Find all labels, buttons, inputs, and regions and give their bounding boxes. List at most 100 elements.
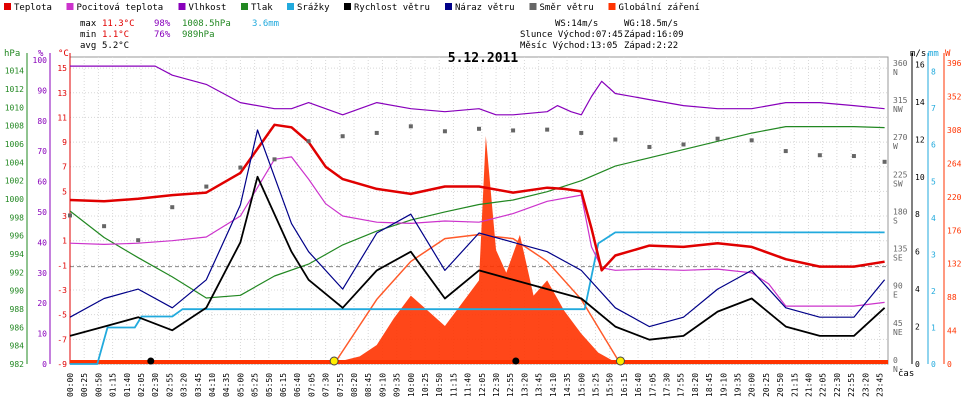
x-tick-label: 06:15 [279, 373, 288, 397]
w-tick-label: 44 [947, 327, 957, 336]
ms-tick-label: 10 [915, 173, 925, 182]
unit-hpa: hPa [4, 49, 20, 59]
hpa-tick-label: 990 [10, 287, 25, 296]
wind-direction-point [238, 165, 243, 170]
dir-tick-label: W [893, 142, 898, 151]
wind-direction-point [272, 157, 277, 162]
degc-tick-label: -1 [57, 261, 67, 270]
legend: Teplota Pocitová teplota Vlhkost Tlak Srážky… [4, 3, 700, 13]
x-tick-label: 15:00 [577, 373, 586, 397]
hpa-tick-label: 1006 [5, 140, 24, 149]
series-pocitova-teplota [69, 156, 885, 307]
hpa-tick-label: 988 [10, 305, 25, 314]
wind-direction-point [340, 134, 345, 139]
pct-tick-label: 50 [37, 208, 47, 217]
x-tick-label: 09:35 [393, 373, 402, 397]
sunrise-marker [329, 356, 339, 366]
wind-direction-point [374, 130, 379, 135]
x-tick-label: 02:55 [165, 373, 174, 397]
x-tick-label: 02:05 [137, 373, 146, 397]
stats-max-rain: 3.6mm [252, 19, 279, 29]
hpa-tick-label: 1002 [5, 177, 24, 186]
legend-label: Vlhkost [189, 3, 227, 13]
wind-direction-point [882, 159, 887, 164]
hpa-tick-label: 1004 [5, 158, 24, 167]
x-tick-label: 21:40 [804, 373, 813, 397]
dir-tick-label: 90 [893, 282, 903, 291]
mm-tick-label: 6 [931, 141, 936, 150]
mm-tick-label: 7 [931, 104, 936, 113]
degc-tick-label: -7 [57, 335, 67, 344]
sunset-marker [615, 356, 625, 366]
x-tick-label: 05:00 [236, 373, 245, 397]
x-tick-label: 15:25 [591, 373, 600, 397]
w-tick-label: 352 [947, 93, 962, 102]
x-tick-label: 07:30 [322, 373, 331, 397]
stats-min-label: min [80, 30, 96, 40]
hpa-tick-label: 984 [10, 342, 25, 351]
wind-direction-point [170, 205, 175, 210]
x-tick-label: 16:15 [620, 373, 629, 397]
dir-tick-label: 0 [893, 356, 898, 365]
unit-degc: °C [58, 49, 69, 59]
plot-area [68, 65, 888, 366]
wind-direction-point [647, 144, 652, 149]
wind-direction-point [715, 136, 720, 141]
degc-tick-label: 15 [57, 64, 67, 73]
legend-swatch [445, 3, 452, 10]
hpa-tick-label: 1010 [5, 103, 24, 112]
dir-tick-label: 225 [893, 170, 908, 179]
info-moon: Měsíc Východ:13:05 [520, 41, 618, 51]
stats-min-hum: 76% [154, 30, 171, 40]
legend-swatch [241, 3, 248, 10]
x-tick-label: 07:55 [336, 373, 345, 397]
degc-tick-label: 9 [62, 138, 67, 147]
x-tick-label: 02:30 [151, 373, 160, 397]
legend-label: Směr větru [540, 3, 594, 13]
ms-tick-label: 14 [915, 98, 925, 107]
wind-direction-point [408, 124, 413, 129]
wind-direction-point [306, 139, 311, 144]
radiation-baseline-strip [70, 360, 888, 364]
wind-direction-point [851, 154, 856, 159]
pct-tick-label: 80 [37, 117, 47, 126]
legend-swatch [529, 3, 537, 10]
stats-max-temp: 11.3°C [102, 19, 135, 29]
wind-direction-point [477, 126, 481, 131]
x-tick-label: 16:40 [634, 373, 643, 397]
pct-tick-label: 40 [37, 238, 47, 247]
x-tick-label: 11:15 [449, 373, 458, 397]
x-tick-label: 10:25 [421, 373, 430, 397]
x-tick-label: 00:00 [66, 373, 75, 397]
legend-swatch [608, 3, 616, 10]
hpa-tick-label: 986 [10, 323, 25, 332]
legend-label: Srážky [297, 3, 330, 13]
stats-avg-temp: 5.2°C [102, 41, 129, 51]
pct-tick-label: 100 [33, 56, 48, 65]
x-tick-label: 14:10 [549, 373, 558, 397]
wind-direction-point [749, 138, 754, 143]
x-tick-label: 06:40 [293, 373, 302, 397]
x-tick-label: 04:35 [222, 373, 231, 397]
wind-direction-point [442, 129, 447, 134]
x-tick-label: 19:35 [733, 373, 742, 397]
stats-max-hum: 98% [154, 19, 171, 29]
wind-direction-point [613, 137, 618, 142]
x-tick-label: 10:50 [435, 373, 444, 397]
degc-tick-label: 5 [62, 187, 67, 196]
x-tick-label: 20:00 [748, 373, 757, 397]
degc-tick-label: 1 [62, 237, 67, 246]
pct-tick-label: 30 [37, 269, 47, 278]
w-tick-label: 264 [947, 159, 962, 168]
ms-tick-label: 16 [915, 60, 925, 69]
info-ws: WS:14m/s [555, 19, 598, 29]
x-tick-label: 17:55 [677, 373, 686, 397]
legend-swatch [66, 3, 74, 10]
x-tick-label: 22:30 [833, 373, 842, 397]
stats-max-press: 1008.5hPa [182, 19, 231, 29]
ms-tick-label: 12 [915, 135, 925, 144]
x-tick-label: 12:55 [506, 373, 515, 397]
series-naraz-vetru [69, 129, 886, 328]
wind-direction-point [102, 224, 107, 229]
